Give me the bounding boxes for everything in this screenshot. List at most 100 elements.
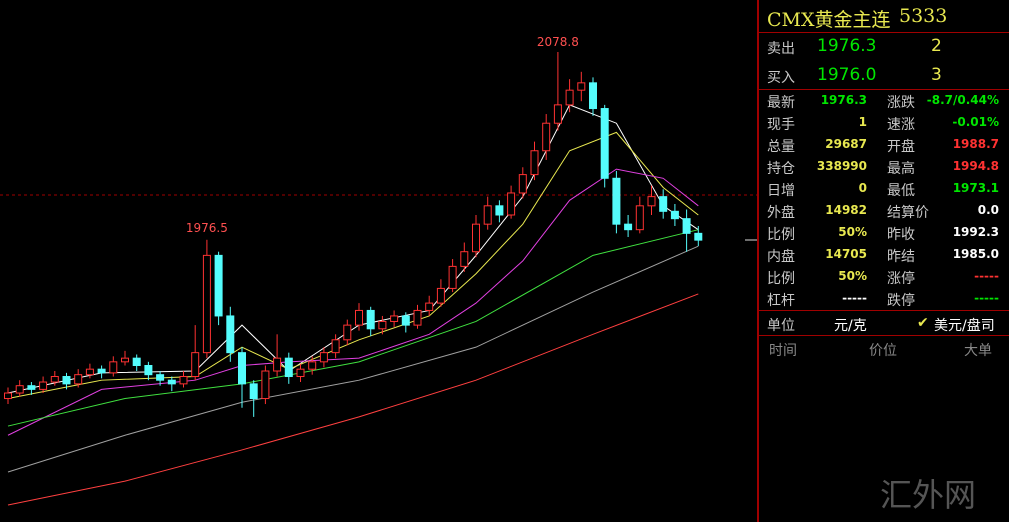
divider: [759, 32, 1009, 33]
stat-value: 50%: [838, 269, 867, 283]
stat-value: 50%: [838, 225, 867, 239]
candle-body: [390, 315, 399, 322]
moving-average: [7, 104, 699, 394]
candle-body: [577, 82, 586, 91]
candle-body: [413, 309, 422, 326]
candle-body: [553, 104, 562, 124]
candle-body: [589, 82, 597, 110]
candle-body: [483, 205, 492, 225]
stat-label: 速涨: [887, 117, 915, 133]
candle-body: [308, 361, 317, 370]
stat-value: 1973.1: [952, 181, 999, 195]
candle-body: [50, 376, 59, 383]
candle-body: [27, 385, 36, 390]
stat-label[interactable]: 结算价: [887, 205, 929, 221]
candle-body: [659, 196, 668, 212]
col-header: 价位: [869, 343, 897, 359]
stat-label: 最低: [887, 183, 915, 199]
moving-average: [7, 229, 699, 427]
stat-value: 1: [858, 115, 867, 129]
candle-body: [600, 108, 609, 179]
stat-label: 比例: [767, 271, 795, 287]
candle-body: [682, 218, 691, 234]
candle-body: [670, 210, 679, 220]
candle-body: [179, 376, 188, 385]
candle-body: [355, 309, 363, 326]
stat-value: 29687: [825, 137, 867, 151]
candle-body: [39, 381, 48, 390]
stat-value: 1994.8: [952, 159, 999, 173]
candle-body: [495, 205, 504, 216]
candle-body: [62, 376, 71, 385]
stat-label: 总量: [767, 139, 795, 155]
stat-label: 开盘: [887, 139, 915, 155]
stat-value: 1992.3: [952, 225, 999, 239]
candle-body: [284, 357, 293, 378]
stat-label: 最高: [887, 161, 915, 177]
unit-label: 单位: [767, 318, 795, 334]
order-volume: 2: [931, 36, 942, 56]
stat-label: 跌停: [887, 293, 915, 309]
order-price: 1976.3: [817, 36, 877, 56]
candle-body: [624, 223, 633, 231]
stat-value: -0.01%: [952, 115, 999, 129]
candle-body: [530, 150, 539, 176]
stat-label: 比例: [767, 227, 795, 243]
candle-body: [15, 385, 24, 394]
candle-body: [261, 370, 270, 400]
stat-value: 0.0: [977, 203, 999, 217]
candle-body: [85, 368, 94, 376]
divider: [759, 89, 1009, 90]
candle-body: [343, 324, 352, 341]
candle-body: [238, 352, 246, 385]
stat-label: 最新: [767, 95, 795, 111]
col-header: 大单: [964, 343, 992, 359]
candle-body: [518, 174, 527, 194]
moving-average: [7, 168, 699, 436]
candle-body: [565, 89, 574, 106]
candle-body: [401, 315, 410, 326]
candle-body: [635, 205, 644, 231]
stat-value: -----: [842, 291, 867, 305]
candle-body: [448, 265, 457, 289]
order-volume: 3: [931, 65, 942, 85]
stat-value: -----: [974, 269, 999, 283]
candle-body: [331, 339, 340, 354]
stat-label: 涨停: [887, 271, 915, 287]
unit-option[interactable]: 美元/盘司: [934, 318, 995, 334]
unit-value[interactable]: 元/克: [834, 318, 867, 334]
candle-body: [214, 254, 223, 317]
candle-body: [612, 177, 621, 225]
stat-label: 昨结: [887, 249, 915, 265]
moving-average: [7, 245, 699, 473]
stat-value: 1988.7: [952, 137, 999, 151]
stat-value: 0: [858, 181, 867, 195]
unit-check[interactable]: ✔: [917, 315, 929, 331]
candle-body: [74, 374, 83, 385]
candle-body: [97, 368, 106, 374]
stat-label: 涨跌: [887, 95, 915, 111]
candle-body: [202, 254, 211, 354]
candle-body: [144, 365, 153, 376]
panel-code: 5333: [899, 5, 948, 27]
candle-body: [273, 357, 282, 372]
stat-value: 1985.0: [952, 247, 999, 261]
stat-label: 杠杆: [767, 293, 795, 309]
stat-value: 338990: [816, 159, 867, 173]
candle-body: [191, 352, 200, 378]
panel-title: CMX黄金主连: [767, 9, 891, 31]
candle-body: [507, 192, 516, 216]
order-label: 买入: [767, 70, 795, 86]
quote-panel: CMX黄金主连 5333 单位 元/克 ✔ 美元/盘司 时间 价位 大单 卖出 1…: [757, 0, 1009, 522]
stat-label: 现手: [767, 117, 795, 133]
candle-body: [425, 302, 434, 311]
candle-body: [121, 357, 129, 363]
max-label: 2078.8: [537, 35, 579, 49]
candle-body: [109, 361, 118, 374]
stat-label: 内盘: [767, 249, 795, 265]
candle-body: [226, 315, 235, 354]
candle-body: [249, 383, 258, 400]
candle-body: [647, 196, 656, 207]
candle-body: [366, 309, 375, 330]
